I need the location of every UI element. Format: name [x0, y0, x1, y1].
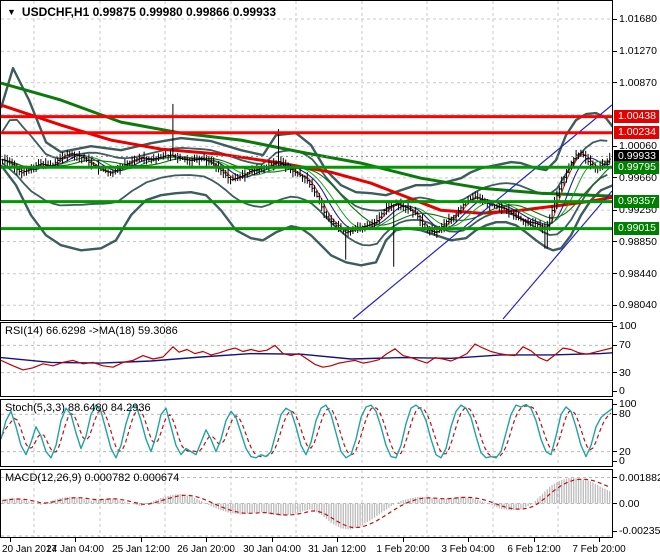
- axis-tick: [613, 273, 617, 274]
- price-axis: 1.01680 1.01270 1.00870 1.00060 0.99660 0.992…: [613, 0, 660, 538]
- time-axis-tick: [206, 538, 207, 542]
- price-axis-label: 0.99660: [619, 171, 657, 184]
- main-chart-canvas[interactable]: [1, 1, 612, 320]
- time-axis-label: 26 Jan 20:00: [177, 544, 235, 555]
- stochastic-label: Stoch(5,3,3) 88.6480 84.2936: [5, 402, 151, 414]
- price-level-badge: 0.99357: [614, 195, 659, 209]
- time-axis-label: 6 Feb 12:00: [507, 544, 561, 555]
- time-axis-label: 20 Jan 2017: [2, 544, 58, 555]
- axis-tick: [613, 210, 617, 211]
- current-price-badge: 0.99933: [614, 149, 659, 163]
- macd-scale-label: -0.002356: [619, 525, 660, 537]
- axis-tick: [613, 177, 617, 178]
- stochastic-panel[interactable]: Stoch(5,3,3) 88.6480 84.2936: [0, 399, 613, 467]
- time-axis-tick: [599, 538, 600, 542]
- time-axis-tick: [75, 538, 76, 542]
- rsi-label: RSI(14) 66.6298 ->MA(18) 59.3086: [5, 325, 178, 337]
- price-axis-label: 0.98040: [619, 299, 657, 312]
- price-axis-label: 1.00870: [619, 76, 657, 89]
- stoch-scale-label: 80: [619, 408, 631, 421]
- macd-canvas[interactable]: [1, 470, 612, 537]
- price-level-badge: 0.99795: [614, 160, 659, 174]
- time-axis-label: 31 Jan 12:00: [308, 544, 366, 555]
- price-axis-label: 0.98850: [619, 235, 657, 248]
- stochastic-canvas[interactable]: [1, 400, 612, 466]
- price-level-badge: 0.99015: [614, 222, 659, 236]
- stoch-scale-label: 20: [619, 445, 631, 458]
- price-axis-label: 0.98440: [619, 267, 657, 280]
- axis-tick: [613, 503, 617, 504]
- axis-tick: [613, 404, 617, 405]
- time-axis-label: 30 Jan 04:00: [243, 544, 301, 555]
- axis-tick: [613, 372, 617, 373]
- symbol-dropdown-icon[interactable]: ▼: [7, 7, 16, 17]
- axis-tick: [613, 414, 617, 415]
- price-level-badge: 1.00234: [614, 126, 659, 140]
- time-axis-label: 24 Jan 04:00: [46, 544, 104, 555]
- rsi-scale-label: 30: [619, 366, 631, 379]
- time-axis-tick: [337, 538, 338, 542]
- axis-tick: [613, 51, 617, 52]
- axis-tick: [613, 241, 617, 242]
- axis-tick: [613, 345, 617, 346]
- axis-tick: [613, 146, 617, 147]
- time-axis-tick: [534, 538, 535, 542]
- time-axis-tick: [141, 538, 142, 542]
- macd-panel[interactable]: MACD(12,26,9) 0.000782 0.000674: [0, 469, 613, 538]
- axis-tick: [613, 461, 617, 462]
- time-axis-tick: [403, 538, 404, 542]
- macd-scale-label: 0.001882: [619, 471, 660, 484]
- price-axis-label: 1.00060: [619, 140, 657, 153]
- rsi-scale-label: 0: [619, 385, 625, 397]
- macd-scale-label: 0.00: [619, 497, 640, 510]
- time-axis-label: 7 Feb 20:00: [572, 544, 626, 555]
- rsi-scale-label: 70: [619, 339, 631, 352]
- rsi-panel[interactable]: RSI(14) 66.6298 ->MA(18) 59.3086: [0, 322, 613, 397]
- time-axis-label: 25 Jan 12:00: [112, 544, 170, 555]
- chart-title-text: USDCHF,H1 0.99875 0.99980 0.99866 0.9993…: [21, 5, 277, 19]
- rsi-scale-label: 100: [619, 320, 637, 332]
- axis-tick: [613, 19, 617, 20]
- axis-tick: [613, 477, 617, 478]
- axis-tick: [613, 82, 617, 83]
- stoch-scale-label: 100: [619, 398, 637, 410]
- axis-tick: [613, 531, 617, 532]
- axis-tick: [613, 326, 617, 327]
- time-axis-label: 1 Feb 20:00: [376, 544, 430, 555]
- time-axis: 20 Jan 2017 24 Jan 04:00 25 Jan 12:00 26 Ja…: [0, 538, 660, 560]
- axis-tick: [613, 391, 617, 392]
- time-axis-tick: [468, 538, 469, 542]
- axis-tick: [613, 451, 617, 452]
- time-axis-tick: [10, 538, 11, 542]
- time-axis-label: 3 Feb 04:00: [441, 544, 495, 555]
- main-chart-panel[interactable]: ▼ USDCHF,H1 0.99875 0.99980 0.99866 0.999…: [0, 0, 613, 321]
- price-axis-label: 1.01680: [619, 13, 657, 25]
- time-axis-tick: [272, 538, 273, 542]
- price-axis-label: 1.01270: [619, 45, 657, 58]
- price-level-badge: 1.00438: [614, 110, 659, 124]
- rsi-canvas[interactable]: [1, 323, 612, 396]
- stoch-scale-label: 0: [619, 455, 625, 467]
- axis-tick: [613, 305, 617, 306]
- chart-title: ▼ USDCHF,H1 0.99875 0.99980 0.99866 0.999…: [7, 5, 276, 19]
- macd-label: MACD(12,26,9) 0.000782 0.000674: [5, 472, 180, 484]
